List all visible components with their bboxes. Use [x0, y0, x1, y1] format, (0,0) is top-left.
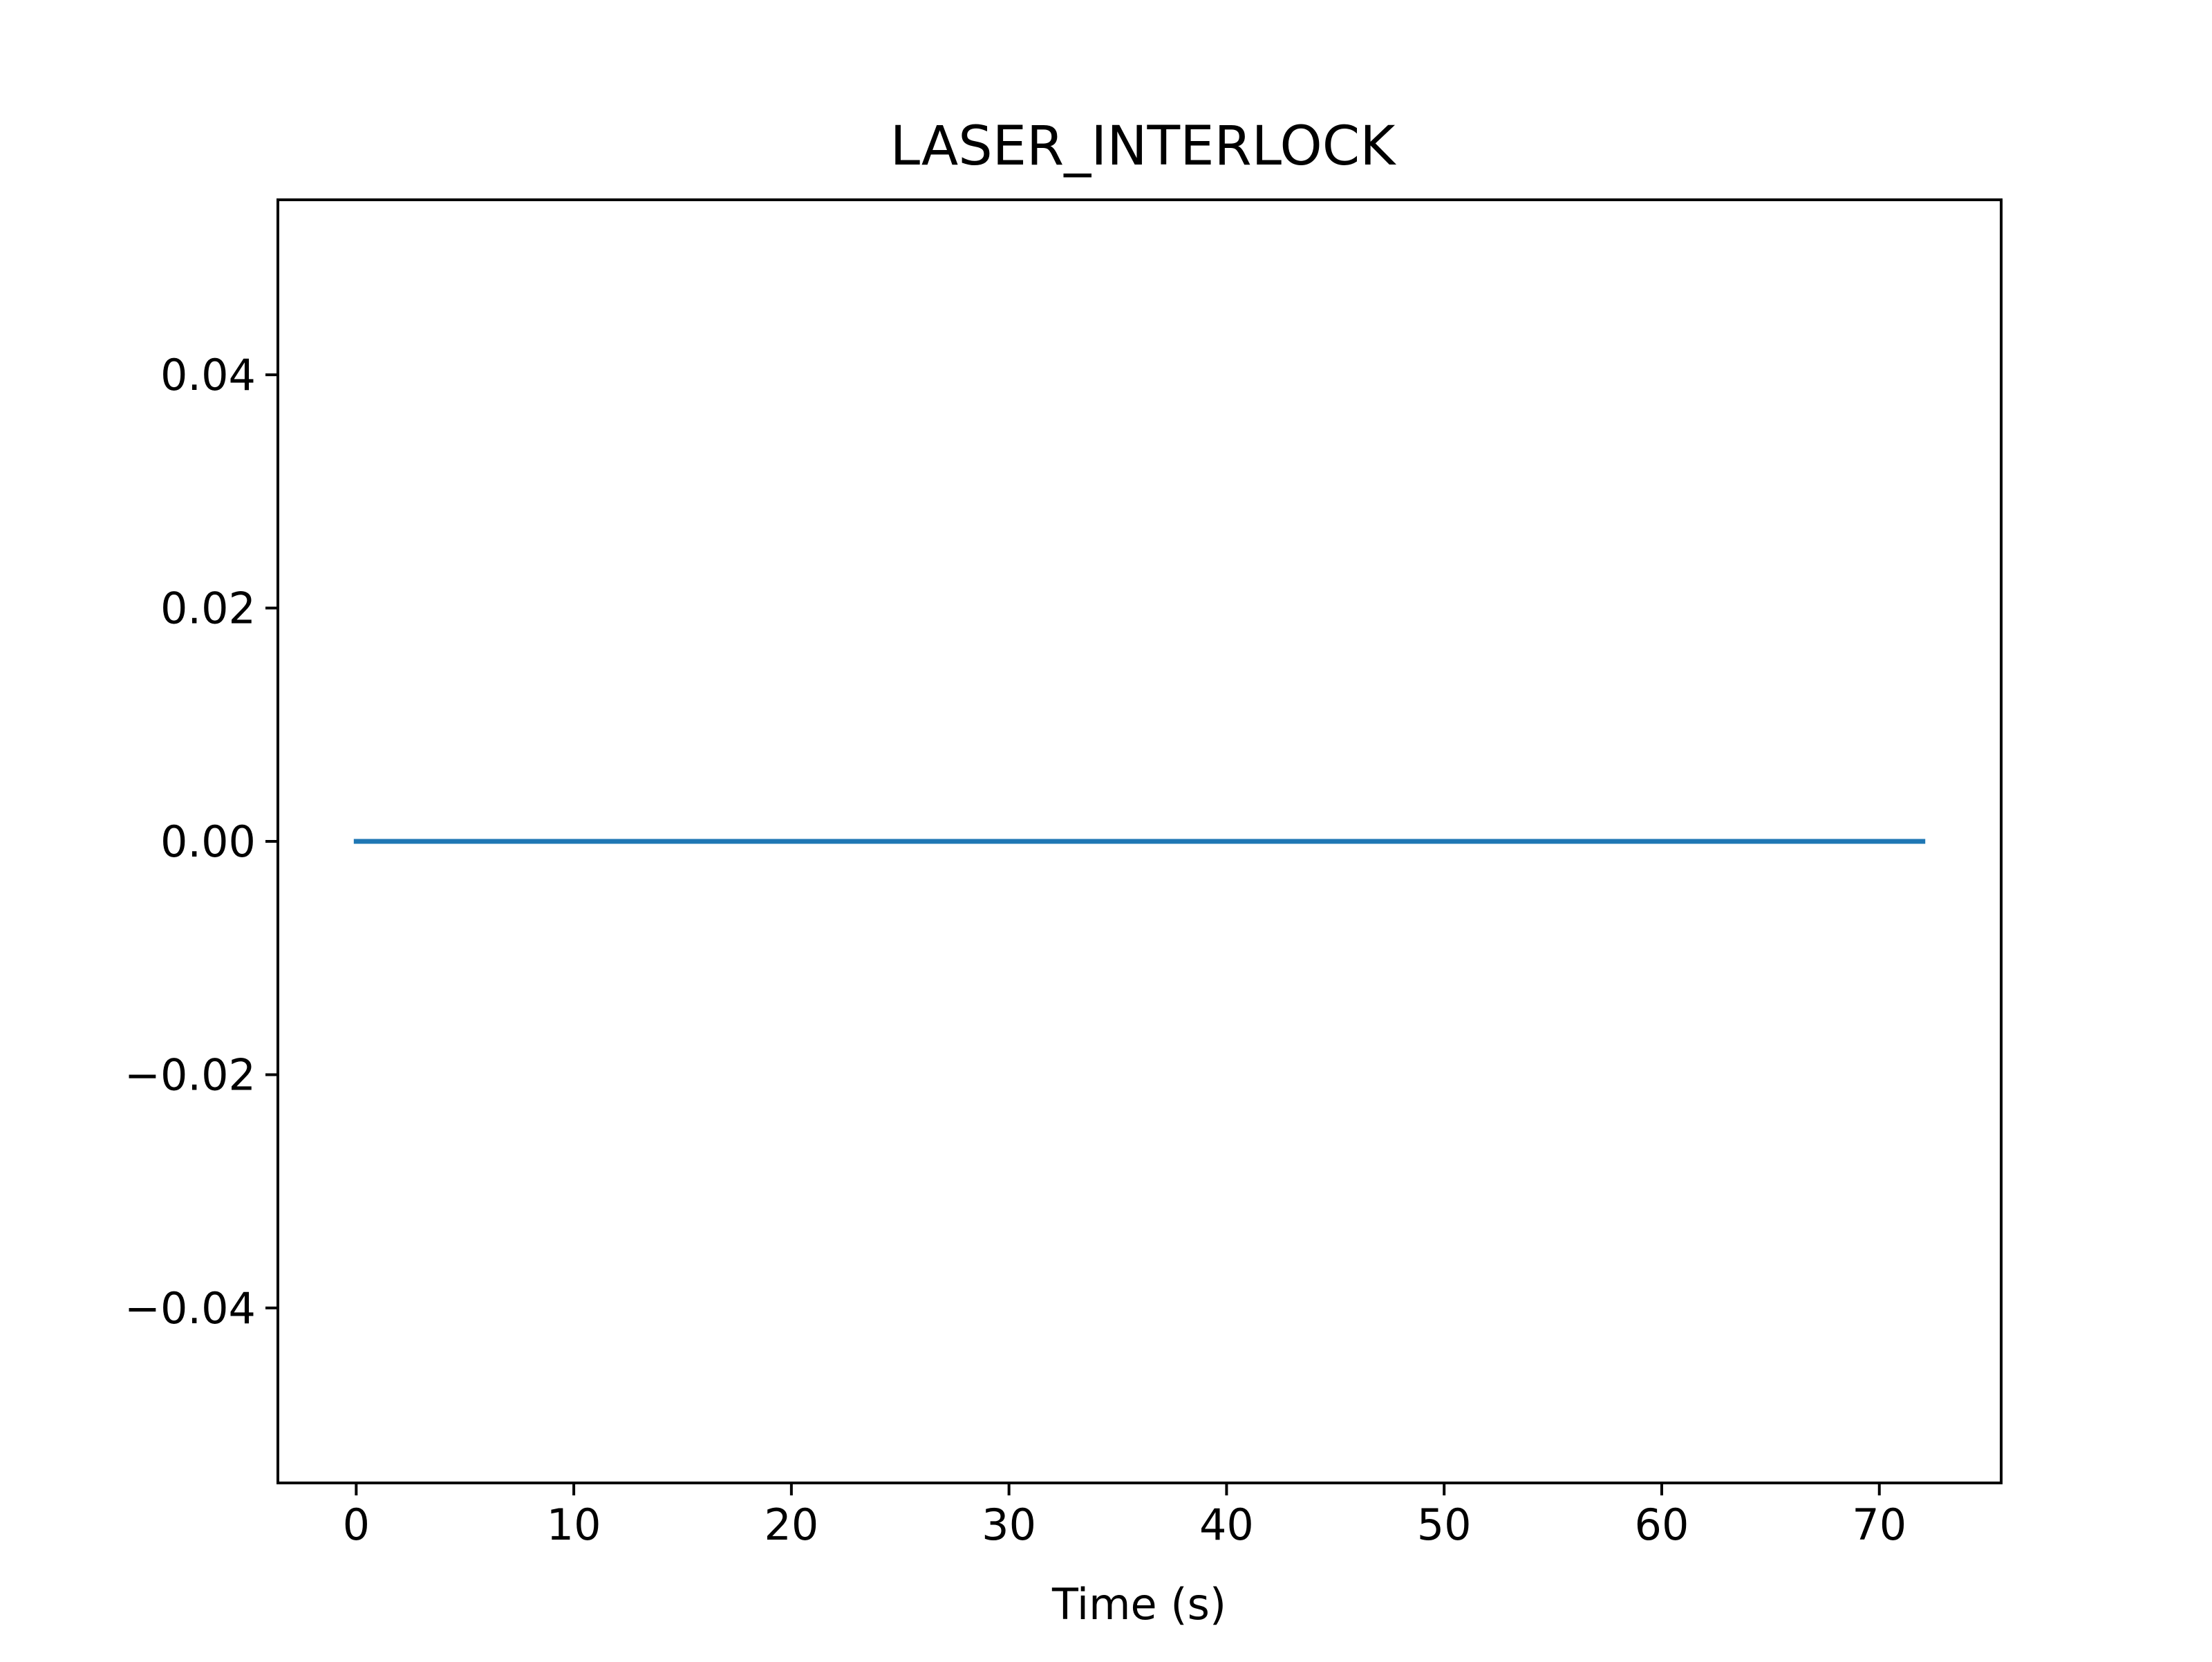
x-tick-label: 60 — [1635, 1500, 1689, 1550]
x-tick-label: 10 — [547, 1500, 601, 1550]
x-tick-label: 20 — [764, 1500, 818, 1550]
chart-title: LASER_INTERLOCK — [890, 115, 1397, 178]
y-axis: −0.04 −0.02 0.00 0.02 0.04 — [124, 350, 278, 1334]
x-axis: 0 10 20 30 40 50 60 70 — [343, 1483, 1906, 1550]
y-tick-label: 0.02 — [160, 583, 256, 634]
x-tick-label: 0 — [343, 1500, 370, 1550]
y-tick-label: 0.04 — [160, 350, 256, 400]
plot-frame — [276, 198, 2003, 1484]
y-tick-label: 0.00 — [160, 816, 256, 867]
x-tick-label: 70 — [1852, 1500, 1906, 1550]
y-tick-label: −0.04 — [124, 1283, 256, 1334]
x-tick-label: 50 — [1417, 1500, 1472, 1550]
y-tick-label: −0.02 — [124, 1049, 256, 1100]
x-axis-label: Time (s) — [1051, 1579, 1226, 1630]
x-tick-label: 40 — [1199, 1500, 1254, 1550]
x-tick-label: 30 — [982, 1500, 1036, 1550]
